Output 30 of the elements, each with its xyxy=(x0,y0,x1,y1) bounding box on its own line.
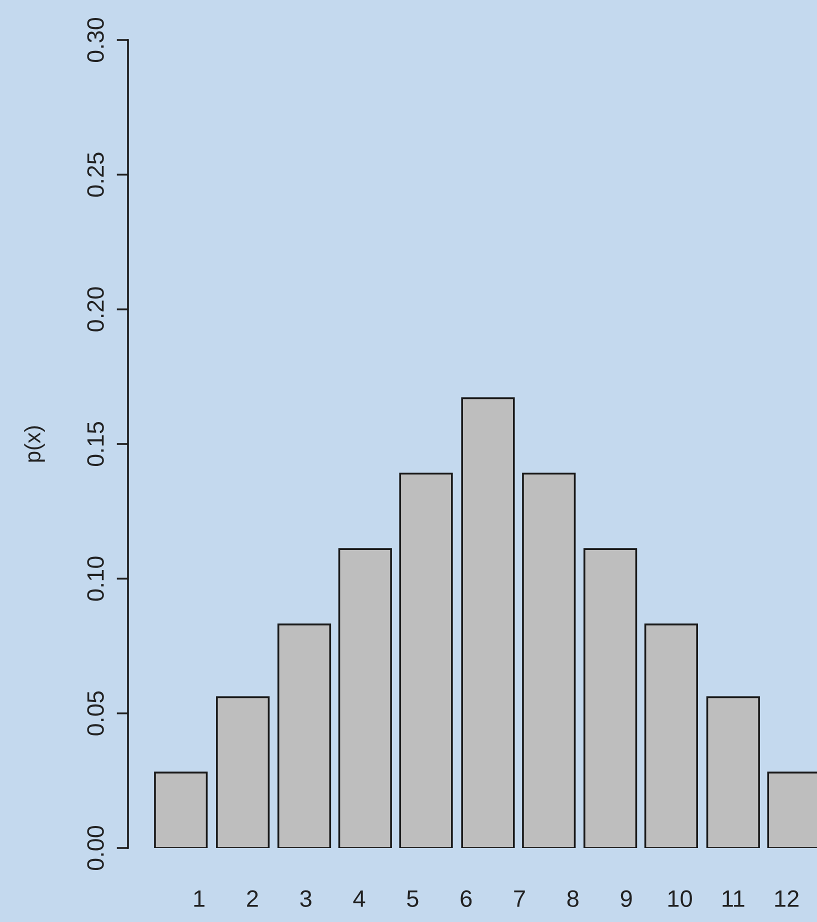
y-axis-title: p(x) xyxy=(24,426,45,462)
x-tick-label: 6 xyxy=(460,890,472,908)
x-tick-label: 3 xyxy=(300,890,312,908)
x-tick-label: 4 xyxy=(353,890,366,907)
bar xyxy=(644,624,698,848)
bar xyxy=(399,472,453,848)
y-tick-label: 0.10 xyxy=(87,556,104,601)
x-tick-label: 12 xyxy=(775,890,799,907)
bar xyxy=(461,397,515,848)
y-tick-label: 0.30 xyxy=(87,18,104,62)
x-tick-label: 8 xyxy=(567,890,578,908)
y-tick-label: 0.15 xyxy=(87,422,104,466)
bar xyxy=(277,624,332,848)
x-tick-label: 2 xyxy=(247,890,258,907)
bar xyxy=(154,772,208,848)
bar xyxy=(216,696,270,848)
bar xyxy=(706,696,760,848)
x-tick-label: 7 xyxy=(514,890,525,907)
x-tick-label: 9 xyxy=(620,890,632,908)
y-tick-label: 0.00 xyxy=(87,826,104,870)
y-tick-label: 0.25 xyxy=(87,152,104,197)
bar xyxy=(522,472,576,848)
x-tick-label: 10 xyxy=(668,890,692,908)
y-tick-label: 0.05 xyxy=(87,691,104,736)
bar xyxy=(583,548,638,848)
x-tick-label: 1 xyxy=(194,890,204,907)
bar xyxy=(338,548,392,848)
x-tick-label: 5 xyxy=(407,890,418,908)
y-tick-label: 0.20 xyxy=(87,287,104,332)
x-tick-label: 11 xyxy=(722,890,744,907)
